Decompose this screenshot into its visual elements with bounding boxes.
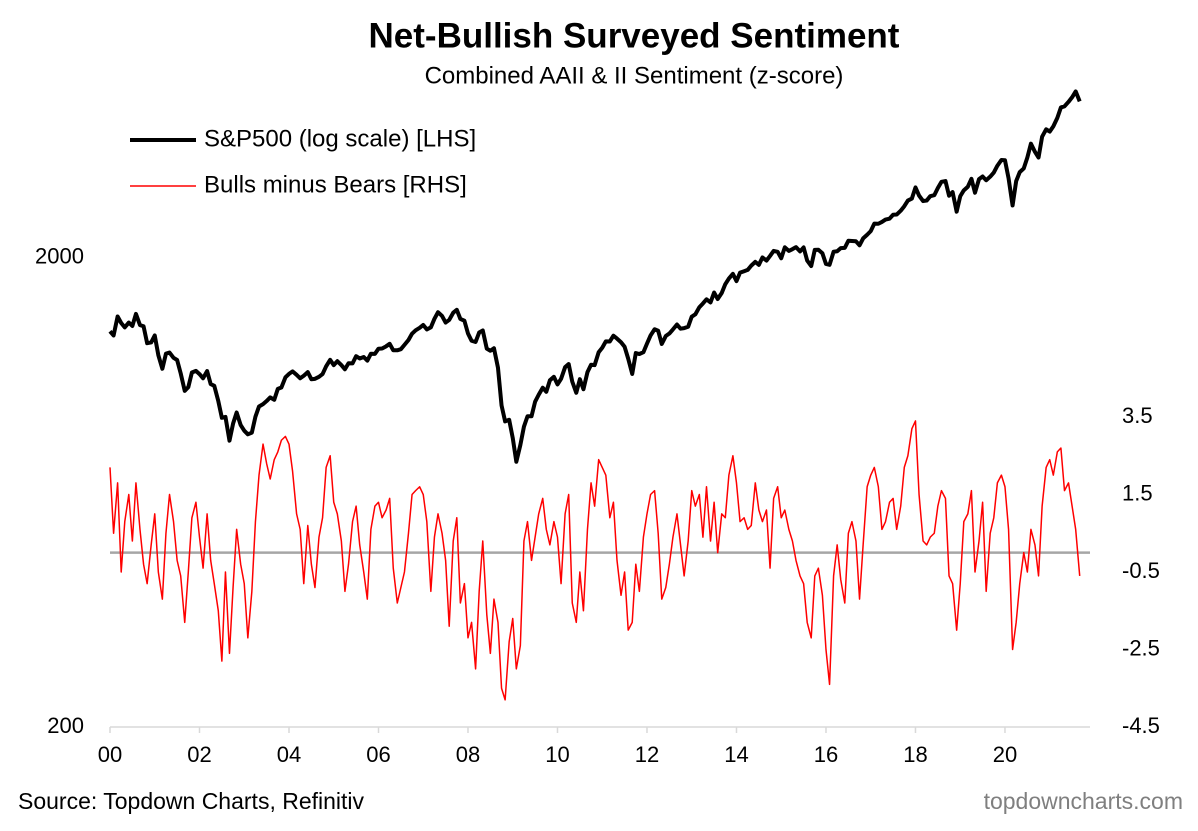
y-tick-label: 2000 <box>35 244 84 269</box>
x-tick-label: 20 <box>993 742 1017 767</box>
y2-tick-label: -0.5 <box>1122 558 1160 583</box>
x-tick-label: 18 <box>903 742 927 767</box>
y2-tick-label: -2.5 <box>1122 635 1160 660</box>
x-tick-label: 04 <box>277 742 301 767</box>
data-line <box>108 89 1082 464</box>
legend-label: Bulls minus Bears [RHS] <box>204 171 467 198</box>
x-tick-label: 02 <box>187 742 211 767</box>
source-note: Source: Topdown Charts, Refinitiv <box>18 788 365 814</box>
chart-subtitle: Combined AAII & II Sentiment (z-score) <box>425 62 844 89</box>
legend-label: S&P500 (log scale) [LHS] <box>204 125 476 152</box>
y2-tick-label: -4.5 <box>1122 713 1160 738</box>
data-line <box>109 420 1081 701</box>
x-tick-label: 08 <box>456 742 480 767</box>
x-tick-label: 00 <box>98 742 122 767</box>
chart-title: Net-Bullish Surveyed Sentiment <box>369 16 900 55</box>
x-tick-label: 14 <box>724 742 748 767</box>
x-tick-label: 12 <box>635 742 659 767</box>
x-tick-label: 16 <box>814 742 838 767</box>
watermark: topdowncharts.com <box>984 788 1183 814</box>
y2-tick-label: 1.5 <box>1122 480 1153 505</box>
y2-tick-label: 3.5 <box>1122 403 1153 428</box>
x-tick-label: 06 <box>366 742 390 767</box>
x-tick-label: 10 <box>545 742 569 767</box>
y-tick-label: 200 <box>47 713 84 738</box>
